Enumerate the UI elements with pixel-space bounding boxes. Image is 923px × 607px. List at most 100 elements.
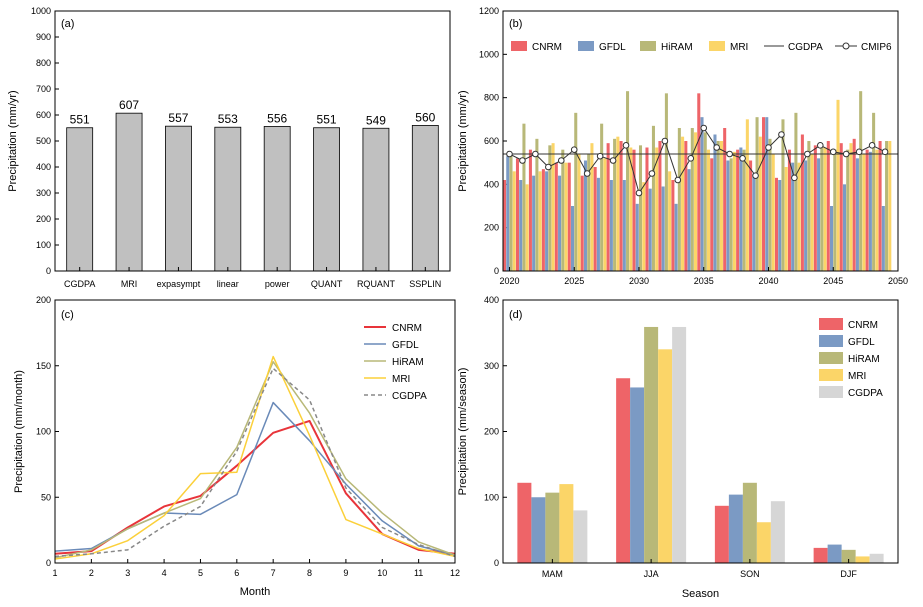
y-tick-label: 400 [36,162,51,172]
y-tick-label: 700 [36,84,51,94]
bar-cnrm [580,175,584,271]
bar-mri [855,556,870,563]
y-tick-label: 300 [484,361,499,371]
legend-swatch [819,369,843,381]
bar-mri [719,141,723,271]
x-tick-label: 1 [52,568,57,578]
series-line-gfdl [54,401,456,556]
bar-cnrm [528,149,532,271]
cmip6-point [791,174,798,182]
bar-hiram [664,93,668,271]
bar-gfdl [726,160,730,271]
y-tick-label: 900 [36,32,51,42]
bar-hiram [638,145,643,271]
bar-gfdl [830,206,834,271]
plot-frame [54,10,451,272]
bar-cnrm [865,149,869,271]
x-tick-label: MRI [121,279,138,289]
x-tick-label: 9 [343,568,348,578]
bar-mri [658,349,673,563]
legend-marker [842,42,850,50]
y-tick-label: 200 [484,427,499,437]
bar-gfdl [687,169,691,271]
plot-frame [502,10,899,272]
cmip6-point [532,150,539,158]
bar-gfdl [630,387,645,563]
panel-label: (c) [61,309,74,321]
cmip6-point [609,157,617,164]
bar [115,112,143,272]
y-tick-label: 50 [41,492,51,502]
bar-cnrm [710,158,714,271]
cmip6-point [713,144,720,151]
y-axis-label: Precipitation (mm/yr) [457,90,469,191]
cmip6-point [570,146,578,153]
series-line-hiram [54,361,456,559]
bar-hiram [548,145,552,271]
bar-cnrm [593,167,597,271]
series-line-cgdpa [54,367,456,558]
bar-value-label: 560 [415,110,435,124]
cmip6-point [778,131,785,138]
y-tick-label: 1000 [479,49,499,59]
bar-hiram [833,149,837,271]
bar-gfdl [700,117,704,272]
bar [411,125,439,272]
y-tick-label: 0 [46,558,51,568]
bar-hiram [742,482,757,563]
bar-cgdpa [672,326,687,563]
bar-gfdl [791,162,795,271]
bar-mri [629,147,633,271]
x-tick-label: 2025 [564,276,584,286]
x-axis-label: Month [240,586,271,598]
legend-swatch [511,41,527,51]
cmip6-point [557,157,565,164]
legend-label: CNRM [532,42,562,53]
x-tick-label: 2045 [823,276,843,286]
bar-value-label: 549 [366,113,386,127]
bar-gfdl [648,188,652,271]
x-tick-label: 2050 [888,276,908,286]
bar-mri [577,154,581,271]
y-tick-label: 400 [484,179,499,189]
cmip6-point [739,155,746,162]
cmip6-point [545,163,552,171]
cmip6-point [881,148,889,156]
bar-hiram [755,117,759,272]
plot-frame [502,299,899,564]
bar-mri [655,147,659,271]
x-tick-label: SSPLIN [409,279,441,289]
bar [313,127,340,272]
legend-label: HiRAM [661,42,693,53]
y-tick-label: 600 [36,110,51,120]
bar-cnrm [723,128,727,271]
y-tick-label: 800 [36,58,51,68]
legend-swatch [819,335,843,347]
bar-hiram [626,91,630,272]
bar-gfdl [531,497,546,563]
x-tick-label: 3 [125,568,130,578]
bar-mri [551,143,555,271]
bar-cnrm [762,117,766,272]
y-tick-label: 0 [494,266,499,276]
cmip6-point [648,170,656,177]
legend-label: HiRAM [848,354,880,365]
bar-cnrm [632,149,636,271]
bar-hiram [561,149,565,271]
panel-b: 0 200 400 600 800 1000 1200 Precipitation (mm/y… [457,6,908,286]
cmip6-point [687,155,695,162]
cmip6-point [765,144,772,151]
bar-mri [525,184,529,271]
legend-swatch [819,352,843,364]
bar-value-label: 556 [267,111,287,125]
x-tick-label: CGDPA [64,279,95,289]
x-tick-label: linear [217,279,239,289]
bar-mri [823,147,827,271]
y-tick-label: 100 [36,427,51,437]
bar-mri [849,143,853,271]
bar-cnrm [800,134,804,271]
bar-hiram [587,154,591,271]
bar-gfdl [570,206,575,271]
cmip6-point [661,137,669,145]
bar-hiram [807,141,811,271]
